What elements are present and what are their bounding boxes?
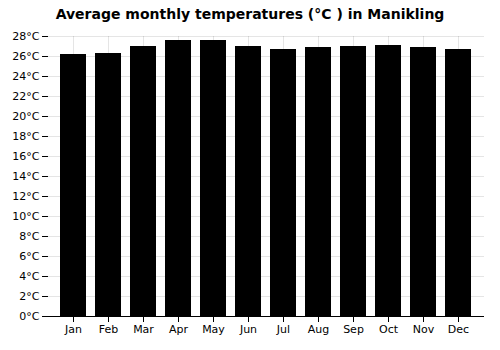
html-text:Average monthly temperatures (: Average monthly temperatures (°C ) in Ma… bbox=[55, 6, 445, 22]
svg-text:4°C: 4°C bbox=[19, 270, 39, 283]
svg-text:24°C: 24°C bbox=[12, 70, 39, 83]
svg-text:Apr: Apr bbox=[169, 323, 189, 336]
svg-text:2°C: 2°C bbox=[19, 290, 39, 303]
svg-text:6°C: 6°C bbox=[19, 250, 39, 263]
svg-text:18°C: 18°C bbox=[12, 130, 39, 143]
svg-text:Dec: Dec bbox=[448, 323, 469, 336]
svg-text:Oct: Oct bbox=[379, 323, 399, 336]
svg-text:Aug: Aug bbox=[308, 323, 329, 336]
svg-text:Mar: Mar bbox=[133, 323, 154, 336]
svg-text:Jan: Jan bbox=[64, 323, 82, 336]
svg-text:May: May bbox=[202, 323, 225, 336]
svg-text:16°C: 16°C bbox=[12, 150, 39, 163]
svg-text:Sep: Sep bbox=[343, 323, 364, 336]
svg-text:14°C: 14°C bbox=[12, 170, 39, 183]
svg-text:26°C: 26°C bbox=[12, 50, 39, 63]
svg-text:12°C: 12°C bbox=[12, 190, 39, 203]
svg-text:0°C: 0°C bbox=[19, 310, 39, 323]
svg-text:20°C: 20°C bbox=[12, 110, 39, 123]
svg-text:Feb: Feb bbox=[99, 323, 118, 336]
svg-text:8°C: 8°C bbox=[19, 230, 39, 243]
svg-text:Nov: Nov bbox=[413, 323, 435, 336]
svg-text:Jun: Jun bbox=[239, 323, 257, 336]
svg-text:28°C: 28°C bbox=[12, 30, 39, 43]
svg-text:Jul: Jul bbox=[276, 323, 290, 336]
svg-text:22°C: 22°C bbox=[12, 90, 39, 103]
svg-text:10°C: 10°C bbox=[12, 210, 39, 223]
